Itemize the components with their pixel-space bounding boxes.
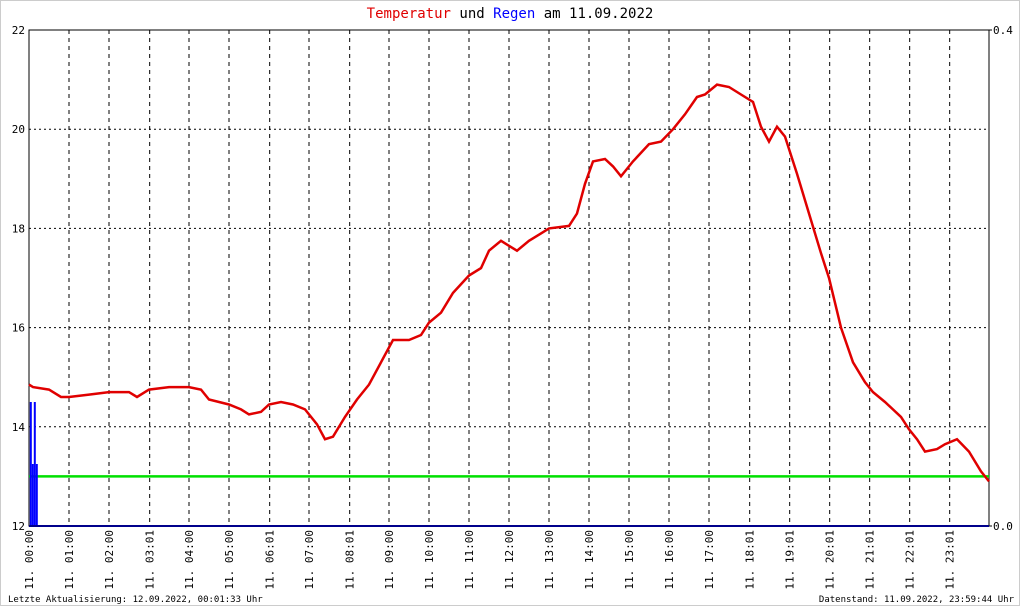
y2-tick-label: 0.4	[993, 24, 1013, 37]
footer-left: Letzte Aktualisierung: 12.09.2022, 00:01…	[8, 595, 263, 605]
x-tick-label: 11. 18:01	[744, 530, 757, 590]
title-part: Temperatur	[367, 6, 451, 22]
x-tick-label: 11. 03:01	[144, 530, 157, 590]
x-tick-label: 11. 11:00	[463, 530, 476, 590]
rain-bar	[33, 402, 36, 526]
y-tick-label: 14	[12, 421, 26, 434]
title-part: Regen	[493, 6, 535, 22]
x-tick-label: 11. 04:00	[183, 530, 196, 590]
rain-bar	[31, 464, 34, 526]
x-tick-label: 11. 13:00	[543, 530, 556, 590]
y2-tick-label: 0.0	[993, 520, 1013, 533]
title-part: am 11.09.2022	[544, 6, 654, 22]
x-tick-label: 11. 15:00	[623, 530, 636, 590]
y-tick-label: 16	[12, 322, 25, 335]
x-tick-label: 11. 00:00	[23, 530, 36, 590]
x-tick-label: 11. 06:01	[264, 530, 277, 590]
x-tick-label: 11. 17:00	[703, 530, 716, 590]
x-tick-label: 11. 16:00	[663, 530, 676, 590]
x-tick-label: 11. 20:01	[824, 530, 837, 590]
x-tick-label: 11. 22:01	[904, 530, 917, 590]
x-tick-label: 11. 05:00	[223, 530, 236, 590]
y-tick-label: 18	[12, 222, 25, 235]
x-tick-label: 11. 19:01	[784, 530, 797, 590]
x-tick-label: 11. 23:01	[944, 530, 957, 590]
x-tick-label: 11. 21:01	[864, 530, 877, 590]
y-tick-label: 22	[12, 24, 25, 37]
rain-bar	[29, 402, 32, 526]
x-tick-label: 11. 09:00	[383, 530, 396, 590]
x-tick-label: 11. 10:00	[423, 530, 436, 590]
title-part: und	[459, 6, 484, 22]
x-tick-label: 11. 01:00	[63, 530, 76, 590]
x-tick-label: 11. 14:00	[583, 530, 596, 590]
footer-right: Datenstand: 11.09.2022, 23:59:44 Uhr	[819, 595, 1015, 605]
x-tick-label: 11. 07:00	[303, 530, 316, 590]
temperature-line	[28, 83, 990, 483]
y-tick-label: 20	[12, 123, 25, 136]
chart-title: Temperatur und Regen am 11.09.2022	[367, 6, 654, 22]
x-tick-label: 11. 12:00	[503, 530, 516, 590]
x-tick-label: 11. 08:01	[344, 530, 357, 590]
y-tick-label: 12	[12, 520, 25, 533]
rain-bar	[35, 464, 38, 526]
x-tick-label: 11. 02:00	[103, 530, 116, 590]
